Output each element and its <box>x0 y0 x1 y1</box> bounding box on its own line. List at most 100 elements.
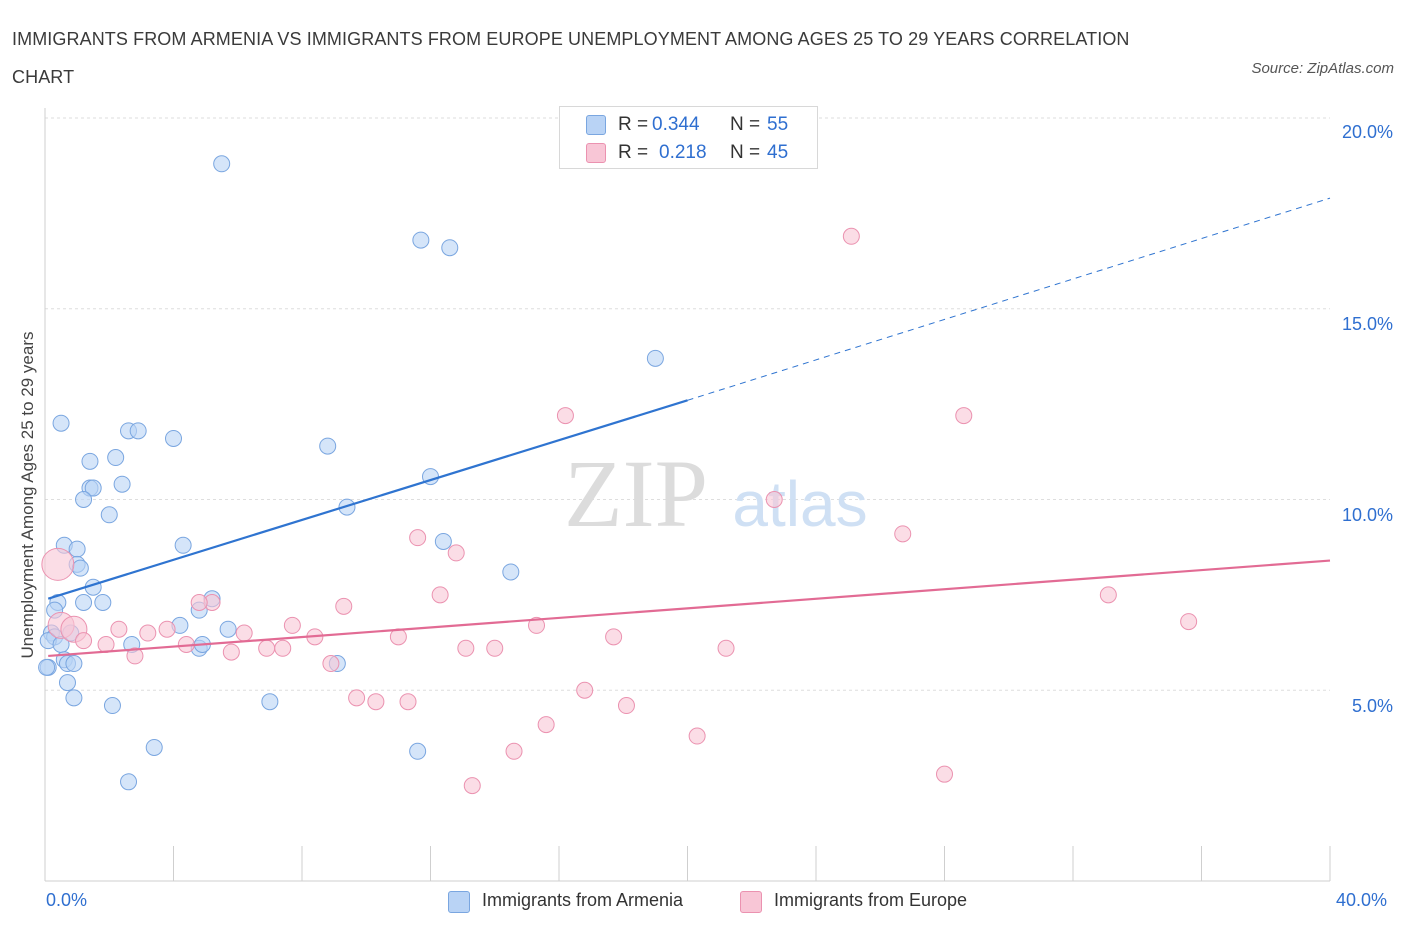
europe-point <box>139 624 157 642</box>
armenia-point <box>100 506 118 524</box>
bottom-legend-label-europe: Immigrants from Europe <box>774 890 968 910</box>
europe-point <box>235 624 253 642</box>
armenia-point <box>409 742 427 760</box>
gridlines <box>45 117 1330 691</box>
europe-point <box>605 628 623 646</box>
trend-lines <box>47 197 1331 658</box>
europe-point <box>457 639 475 657</box>
armenia-point <box>75 491 93 508</box>
armenia-point <box>434 532 452 550</box>
europe-point <box>556 407 574 425</box>
europe-point <box>399 693 417 711</box>
europe-point <box>463 777 481 795</box>
armenia-point <box>71 559 89 577</box>
europe-point <box>335 597 353 615</box>
europe-point <box>1099 586 1117 604</box>
armenia-point <box>68 540 86 558</box>
legend-r-label: R = <box>618 142 649 163</box>
correlation-legend: R = 0.344 N = 55 R = 0.218 N = 45 <box>559 106 818 169</box>
europe-point <box>110 620 128 638</box>
europe-point <box>158 620 176 638</box>
legend-n-label: N = <box>730 114 761 135</box>
europe-point <box>431 586 449 604</box>
europe-point <box>537 716 555 734</box>
armenia-point <box>261 693 279 711</box>
europe-point <box>842 227 860 245</box>
armenia-point <box>129 422 147 440</box>
bottom-legend-label-armenia: Immigrants from Armenia <box>482 890 684 910</box>
europe-point <box>505 742 523 760</box>
armenia-point <box>441 239 459 257</box>
armenia-point <box>81 452 99 470</box>
armenia-point <box>94 594 112 612</box>
armenia-point <box>165 429 182 447</box>
europe-point <box>1180 613 1198 631</box>
europe-point <box>190 594 208 612</box>
armenia-point <box>113 475 131 493</box>
europe-point <box>222 643 240 661</box>
x-tick-label-max: 40.0% <box>1336 890 1388 910</box>
x-tick-label-min: 0.0% <box>46 890 88 910</box>
armenia-point <box>84 479 102 497</box>
europe-point <box>717 639 735 657</box>
armenia-point <box>52 414 70 432</box>
europe-point <box>41 547 75 581</box>
europe-point <box>447 544 465 562</box>
europe-point <box>409 529 427 547</box>
europe-point <box>283 616 301 634</box>
europe-point <box>688 727 706 745</box>
europe-point <box>258 639 276 657</box>
legend-n-value-armenia: 55 <box>767 114 789 135</box>
armenia-point <box>646 349 664 367</box>
armenia-point <box>65 655 83 673</box>
europe-point <box>894 525 912 543</box>
armenia-point <box>319 437 337 455</box>
legend-swatch-armenia <box>586 115 606 135</box>
armenia-point <box>174 536 192 554</box>
trend-line-europe <box>48 559 1331 658</box>
europe-point <box>528 616 546 634</box>
trend-line-armenia <box>47 399 688 600</box>
europe-point <box>274 639 292 657</box>
bottom-legend-swatch-armenia <box>448 891 470 913</box>
armenia-point <box>65 689 83 707</box>
source-note: Source: ZipAtlas.com <box>1251 60 1394 77</box>
armenia-point <box>502 563 520 581</box>
europe-point <box>486 639 504 657</box>
y-tick-label-5: 5.0% <box>1351 696 1393 716</box>
legend-r-value-armenia: 0.344 <box>652 114 700 135</box>
trend-line-armenia-extension <box>687 197 1331 401</box>
europe-point <box>322 655 340 673</box>
europe-point <box>97 635 115 653</box>
chart-title: IMMIGRANTS FROM ARMENIA VS IMMIGRANTS FR… <box>12 29 1130 87</box>
axes <box>44 108 1331 882</box>
europe-point <box>955 407 973 425</box>
watermark-zip: ZIP <box>564 440 708 547</box>
watermark-atlas: atlas <box>732 468 867 540</box>
armenia-point <box>75 594 93 612</box>
europe-point <box>126 647 144 665</box>
europe-point <box>367 693 385 711</box>
armenia-point <box>58 674 76 692</box>
europe-point <box>348 689 366 707</box>
legend-n-label: N = <box>730 142 761 163</box>
armenia-point <box>38 658 56 676</box>
armenia-point <box>412 231 430 249</box>
legend-n-value-europe: 45 <box>767 142 789 163</box>
series-armenia-points <box>38 155 664 791</box>
legend-swatch-europe <box>586 143 606 163</box>
europe-point <box>765 491 783 508</box>
bottom-legend-swatch-europe <box>740 891 762 913</box>
armenia-point <box>120 773 138 791</box>
armenia-point <box>103 697 121 715</box>
y-tick-label-10: 10.0% <box>1341 505 1393 525</box>
armenia-point <box>107 449 125 467</box>
y-tick-label-15: 15.0% <box>1341 314 1393 334</box>
armenia-point <box>213 155 231 173</box>
watermark: ZIP atlas <box>564 440 868 547</box>
europe-point <box>936 765 953 783</box>
legend-r-value-europe: 0.218 <box>659 142 707 163</box>
y-tick-label-20: 20.0% <box>1341 122 1393 142</box>
europe-point <box>576 681 594 699</box>
